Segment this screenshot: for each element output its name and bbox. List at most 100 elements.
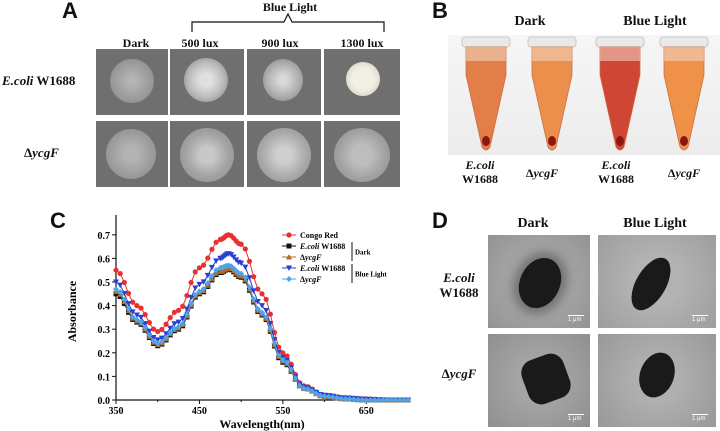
- data-point: [263, 314, 270, 321]
- data-point: [246, 258, 253, 264]
- legend-label: Congo Red: [300, 231, 339, 240]
- data-point: [133, 312, 140, 319]
- data-point: [117, 270, 123, 277]
- data-point: [167, 329, 174, 336]
- data-point: [154, 337, 161, 343]
- data-point: [242, 274, 249, 281]
- data-point: [138, 319, 145, 326]
- data-point: [209, 246, 215, 252]
- data-point: [196, 281, 203, 288]
- data-point: [296, 382, 303, 389]
- data-point: [259, 303, 265, 309]
- data-point: [113, 267, 119, 273]
- data-point: [183, 306, 190, 313]
- x-axis-label: Wavelength(nm): [219, 417, 304, 431]
- data-point: [329, 394, 336, 401]
- data-point: [130, 299, 136, 305]
- plate-ecoli-dark: [96, 49, 168, 115]
- data-point: [267, 311, 273, 317]
- data-point: [375, 397, 382, 403]
- data-point: [158, 335, 165, 342]
- data-point: [163, 334, 170, 341]
- tubes-illustration: [461, 36, 709, 151]
- legend-label: ΔycgF: [300, 253, 322, 262]
- data-point: [179, 320, 186, 327]
- blue-light-group-header: Blue Light: [262, 0, 318, 14]
- data-point: [159, 326, 165, 333]
- y-tick-label: 0.1: [98, 372, 111, 383]
- legend-marker: [286, 232, 292, 238]
- data-point: [121, 279, 127, 286]
- data-point: [200, 286, 207, 293]
- y-tick-label: 0.4: [98, 302, 111, 313]
- x-tick-label: 550: [275, 406, 290, 417]
- data-point: [309, 387, 316, 394]
- data-point: [251, 274, 257, 280]
- data-point: [179, 316, 186, 322]
- row-label-ecoli: E.coli W1688: [2, 73, 76, 88]
- data-point: [146, 328, 153, 335]
- col-header-500lux: 500 lux: [181, 36, 219, 50]
- data-point: [288, 366, 295, 373]
- data-point: [150, 326, 157, 332]
- data-point: [129, 309, 136, 315]
- data-point: [192, 269, 198, 275]
- data-point: [363, 397, 370, 403]
- y-tick-label: 0.0: [98, 396, 111, 407]
- data-point: [284, 353, 290, 359]
- data-point: [405, 397, 411, 403]
- data-point: [201, 262, 207, 268]
- plate-ecoli-500lux: [170, 49, 244, 115]
- data-point: [113, 286, 119, 293]
- data-point: [208, 272, 215, 279]
- blue-light-bracket: [191, 12, 385, 32]
- tem-ycgf-bluelight: 1 μm: [598, 334, 716, 427]
- data-point: [205, 255, 211, 261]
- col-header-900lux: 900 lux: [261, 36, 299, 50]
- data-point: [125, 306, 132, 313]
- plate-ycgf-1300lux: [324, 121, 400, 187]
- tem-ecoli-dark: 1 μm: [488, 235, 590, 328]
- data-point: [242, 264, 249, 271]
- data-point: [238, 270, 245, 277]
- data-point: [350, 396, 357, 403]
- data-point: [267, 321, 274, 327]
- data-point: [142, 324, 149, 331]
- tube-4: [659, 36, 709, 151]
- col-header-1300lux: 1300 lux: [340, 36, 384, 50]
- panel-a-letter: A: [62, 0, 78, 23]
- data-point: [213, 239, 219, 245]
- data-point: [155, 328, 161, 335]
- data-point: [188, 300, 195, 307]
- data-point: [367, 397, 374, 403]
- y-axis-label: Absorbance: [65, 280, 79, 342]
- data-point: [117, 289, 124, 296]
- series-1: [113, 266, 411, 403]
- data-point: [175, 323, 182, 330]
- tube-2: [527, 36, 577, 151]
- data-point: [183, 311, 190, 318]
- data-point: [275, 352, 282, 359]
- data-point: [279, 356, 286, 363]
- panelb-header-bluelight: Blue Light: [623, 14, 687, 29]
- data-point: [263, 308, 270, 314]
- data-point: [250, 288, 257, 294]
- data-point: [171, 325, 178, 332]
- data-point: [300, 385, 307, 392]
- data-point: [392, 397, 399, 403]
- data-point: [346, 395, 353, 402]
- tube-3: [595, 36, 645, 151]
- data-point: [184, 293, 190, 299]
- data-point: [117, 282, 124, 289]
- data-point: [150, 338, 157, 345]
- data-point: [246, 275, 253, 281]
- legend-marker: [286, 243, 292, 249]
- x-tick-label: 350: [109, 406, 124, 417]
- data-point: [267, 325, 274, 332]
- legend-group-dark: Dark: [355, 249, 371, 257]
- y-tick-label: 0.7: [98, 231, 111, 242]
- data-point: [146, 319, 152, 326]
- panel-b-letter: B: [432, 0, 448, 23]
- data-point: [379, 397, 386, 403]
- data-point: [228, 263, 235, 270]
